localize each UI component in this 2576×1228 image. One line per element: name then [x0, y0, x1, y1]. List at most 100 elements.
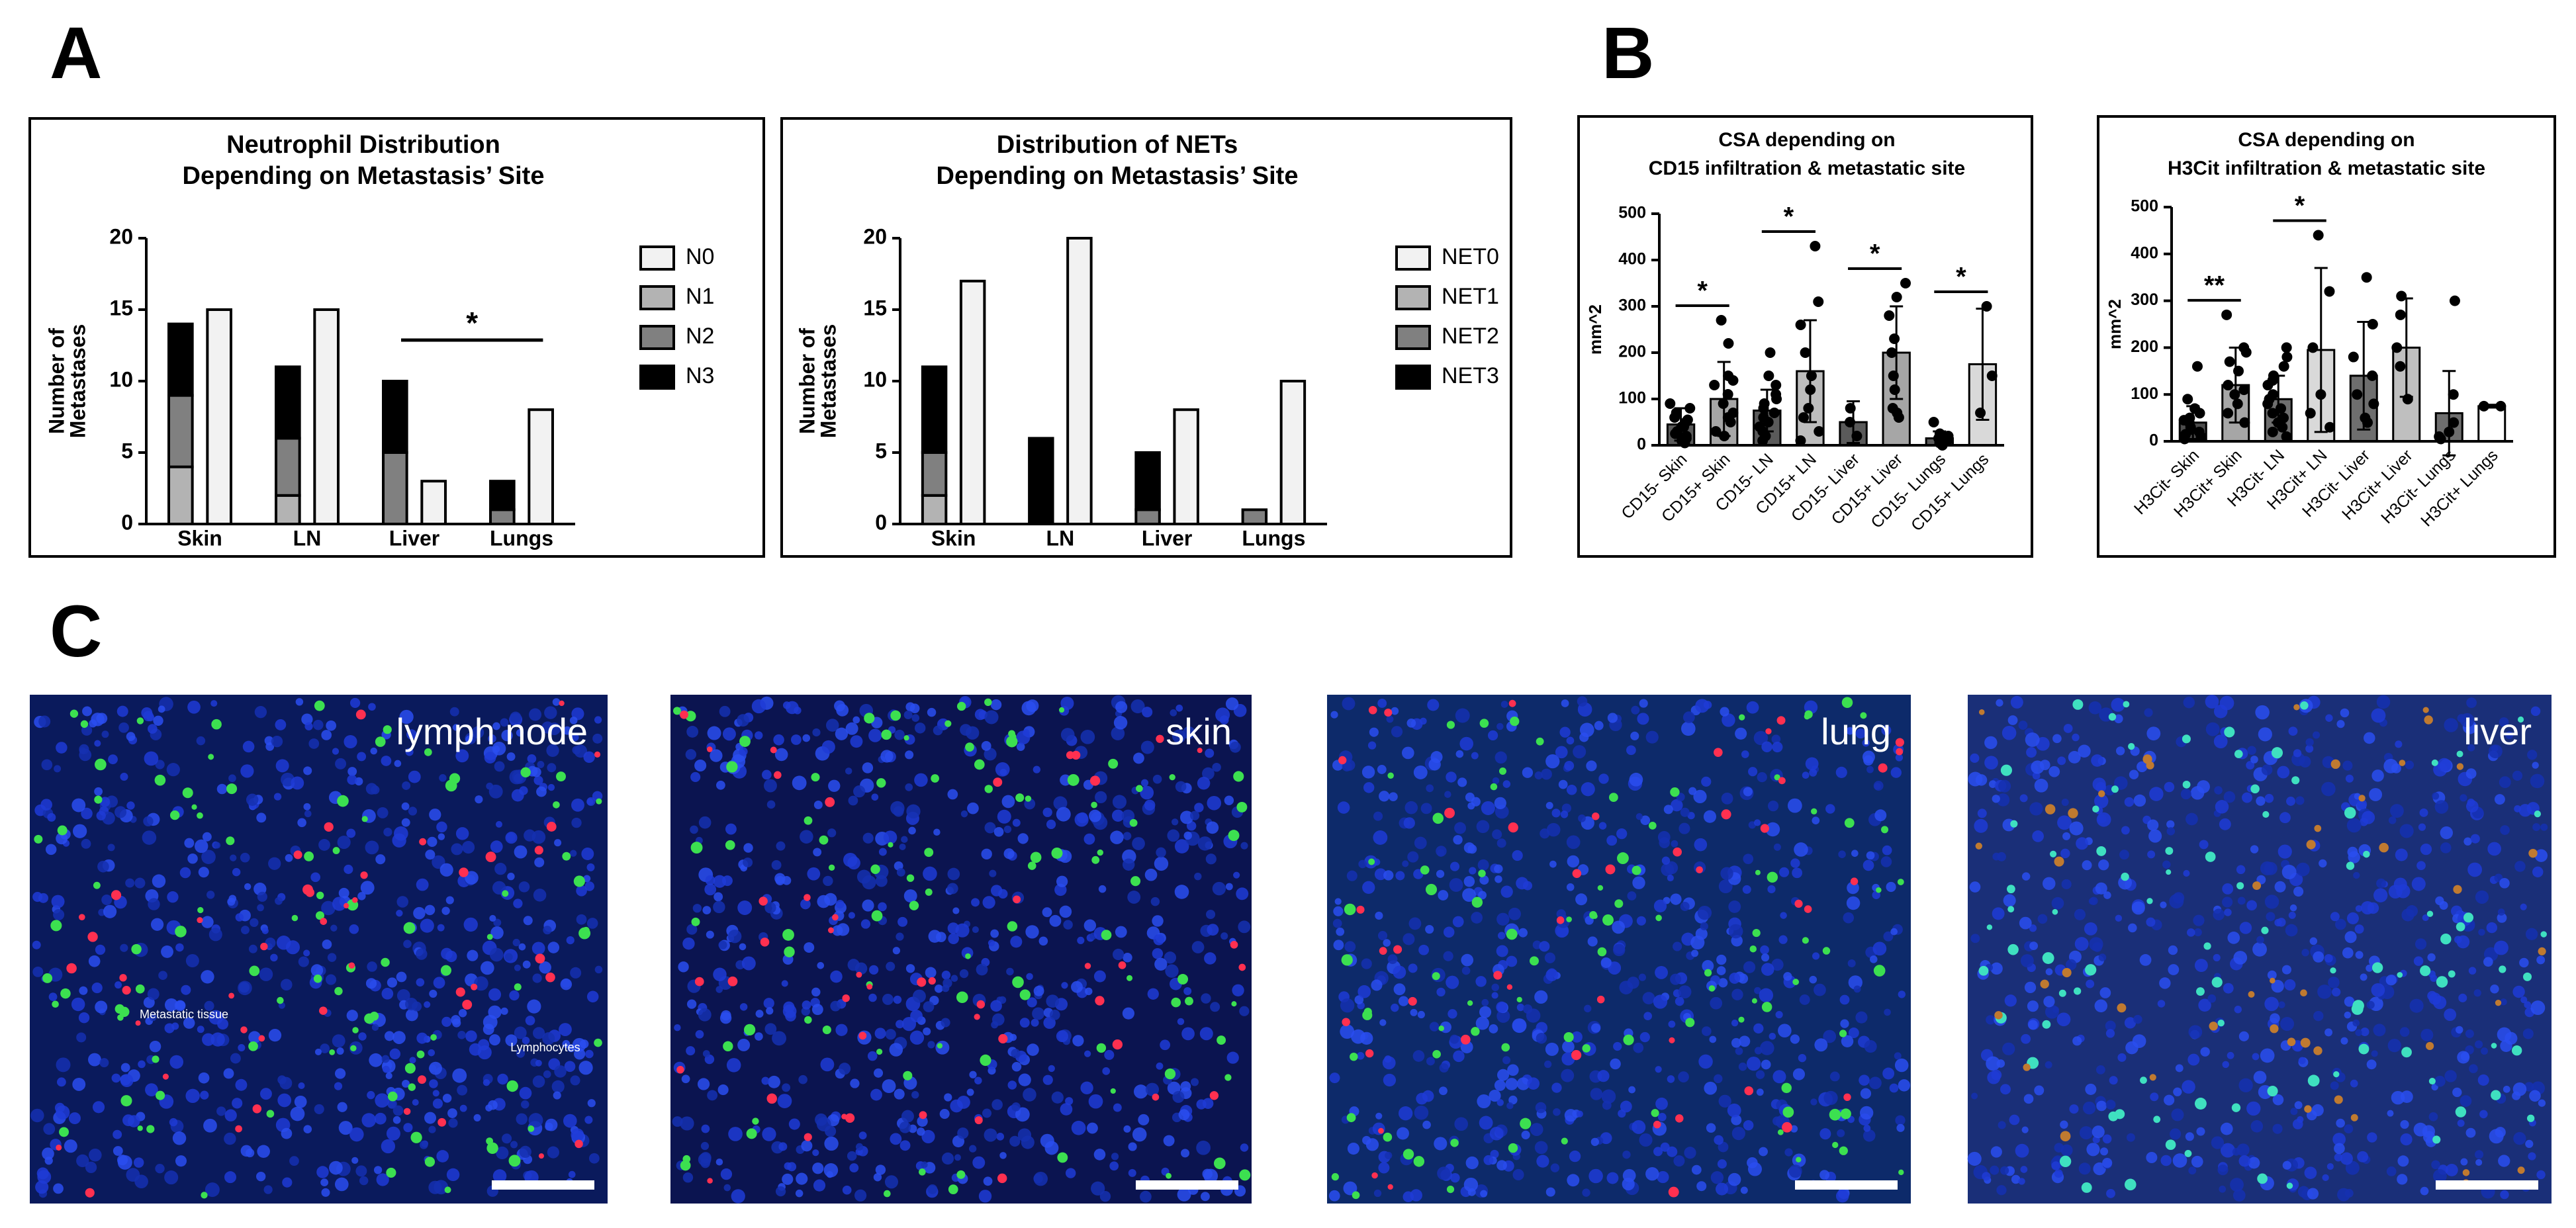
cell	[1071, 981, 1083, 993]
cell	[1564, 760, 1575, 771]
cell	[1809, 768, 1817, 777]
cell	[899, 843, 906, 850]
cell	[921, 1129, 935, 1143]
cell	[1196, 1140, 1211, 1155]
cell	[1133, 752, 1144, 764]
cell	[489, 1034, 500, 1046]
cell	[2397, 972, 2403, 978]
cell	[2222, 1061, 2229, 1069]
cell	[525, 1016, 535, 1026]
cell	[44, 1157, 53, 1165]
cell	[1728, 900, 1741, 913]
cell	[1755, 1070, 1765, 1079]
cell	[1825, 804, 1835, 814]
cell	[847, 856, 860, 870]
cell	[175, 1000, 185, 1010]
bar	[1279, 380, 1307, 525]
cell	[2072, 1036, 2082, 1046]
data-point	[2281, 342, 2292, 353]
cell	[2301, 949, 2309, 957]
y-tick-label: 20	[863, 224, 887, 248]
y-tick-label: 10	[863, 367, 887, 391]
cell	[310, 964, 324, 977]
bar-segment	[275, 365, 301, 440]
cell	[1239, 1006, 1250, 1016]
cell	[266, 1110, 275, 1118]
data-point	[2367, 370, 2378, 381]
cell	[64, 1139, 77, 1153]
cell	[367, 961, 377, 972]
cell	[361, 1113, 377, 1127]
cell	[2072, 733, 2080, 742]
cell	[1757, 771, 1767, 783]
cell	[1534, 990, 1548, 1004]
cell	[2352, 1019, 2360, 1027]
cell	[1746, 1056, 1761, 1071]
cell	[1210, 1002, 1220, 1012]
cell	[1668, 1186, 1679, 1198]
bar-segment	[1134, 508, 1161, 526]
cell	[910, 1010, 923, 1022]
cell	[2061, 879, 2072, 889]
cell	[1461, 953, 1474, 967]
cell	[594, 1038, 602, 1047]
cell	[359, 1176, 369, 1186]
cell	[2401, 1047, 2412, 1058]
cell	[547, 783, 555, 791]
data-point	[2267, 408, 2278, 419]
cell	[1108, 758, 1119, 769]
cell	[516, 1113, 528, 1125]
cell	[2102, 1158, 2113, 1168]
cell	[1495, 875, 1502, 883]
cell	[725, 840, 735, 850]
cell	[2200, 1047, 2210, 1057]
cell	[876, 778, 886, 788]
cell	[514, 983, 522, 991]
cell	[1756, 1088, 1764, 1096]
cell	[228, 992, 234, 999]
cell	[1718, 978, 1728, 988]
cell	[2297, 1186, 2310, 1198]
cell	[2230, 1178, 2244, 1192]
cell	[2528, 848, 2538, 858]
cell	[1011, 1062, 1022, 1072]
cell	[1166, 1172, 1172, 1179]
cell	[1096, 1043, 1107, 1053]
cell	[2334, 1143, 2345, 1155]
cell	[1142, 707, 1153, 718]
error-bar	[2314, 267, 2328, 433]
cell	[1561, 803, 1571, 813]
cell	[2057, 815, 2072, 830]
cell	[554, 1065, 567, 1078]
cell	[1493, 971, 1502, 980]
cell	[490, 926, 504, 940]
cell	[2183, 696, 2195, 709]
cell	[2115, 746, 2125, 756]
cell	[2360, 973, 2368, 981]
cell	[2293, 704, 2300, 711]
cell	[153, 715, 163, 726]
cell	[2059, 1155, 2072, 1168]
cell	[2358, 1043, 2369, 1055]
cell	[874, 1028, 886, 1039]
cell	[2298, 1057, 2306, 1065]
cell	[389, 1048, 401, 1060]
cell	[1589, 910, 1597, 919]
cell	[727, 976, 738, 987]
cell	[1115, 926, 1127, 938]
data-point	[1934, 437, 1945, 449]
cell	[1864, 1040, 1877, 1053]
cell	[2103, 891, 2111, 899]
cell	[282, 1177, 293, 1188]
cell	[2037, 914, 2048, 924]
cell	[1572, 869, 1582, 878]
cell	[2170, 1128, 2182, 1140]
cell	[1890, 767, 1902, 778]
cell	[731, 1189, 745, 1204]
cell	[839, 1063, 851, 1075]
cell	[845, 722, 858, 735]
cell	[108, 754, 118, 765]
cell	[2092, 805, 2099, 812]
cell	[2465, 1045, 2474, 1055]
cell	[2466, 697, 2477, 709]
